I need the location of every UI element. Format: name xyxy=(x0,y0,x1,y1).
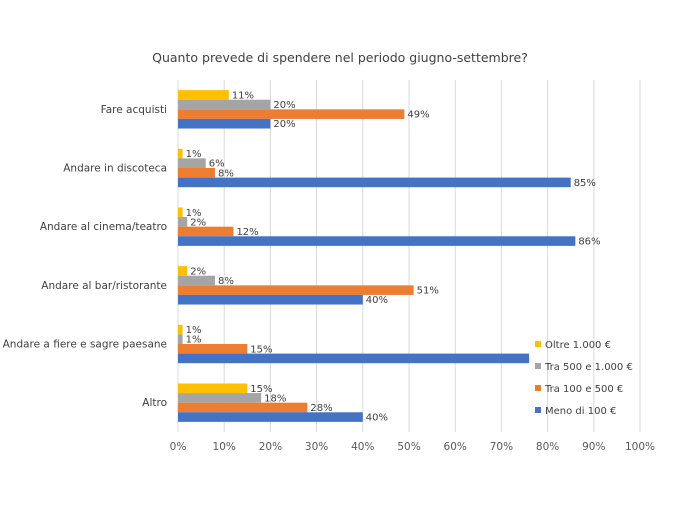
bar xyxy=(178,285,414,295)
data-label: 15% xyxy=(250,384,272,395)
bar xyxy=(178,158,206,168)
x-tick-label: 50% xyxy=(397,441,420,453)
data-label: 51% xyxy=(417,286,439,297)
legend-swatch xyxy=(535,407,541,413)
x-tick-label: 80% xyxy=(536,441,559,453)
bar xyxy=(178,353,530,364)
bar xyxy=(178,334,183,344)
category-labels: Fare acquisti Andare in discoteca Andare a… xyxy=(3,104,167,409)
x-axis-ticks: 0% 10% 20% 30% 40% 50% 60% 70% 80% 90% 100% xyxy=(170,441,655,453)
bar xyxy=(178,266,188,276)
category-label: Andare al cinema/teatro xyxy=(40,221,167,233)
data-label: 8% xyxy=(218,276,234,287)
x-tick-label: 0% xyxy=(170,441,187,453)
x-tick-label: 90% xyxy=(582,441,605,453)
bar xyxy=(178,177,571,188)
data-label: 6% xyxy=(209,159,225,170)
legend: Oltre 1.000 € Tra 500 e 1.000 € Tra 100 e … xyxy=(535,340,633,417)
bar xyxy=(178,90,229,100)
data-label: 49% xyxy=(407,110,429,121)
bar xyxy=(178,168,215,178)
bar xyxy=(178,118,271,129)
legend-label: Meno di 100 € xyxy=(545,406,616,417)
data-label: 20% xyxy=(273,100,295,111)
data-label: 20% xyxy=(273,119,295,130)
category-label: Andare in discoteca xyxy=(63,163,167,175)
bar xyxy=(178,207,183,218)
category-label: Andare a fiere e sagre paesane xyxy=(3,339,167,351)
x-tick-label: 70% xyxy=(490,441,513,453)
data-label: 86% xyxy=(578,237,600,248)
bar xyxy=(178,236,576,246)
bar xyxy=(178,402,308,413)
bar xyxy=(178,344,248,354)
bar xyxy=(178,275,215,286)
data-label: 1% xyxy=(186,149,202,160)
x-tick-label: 40% xyxy=(351,441,374,453)
legend-label: Tra 100 e 500 € xyxy=(544,384,623,395)
data-label: 2% xyxy=(190,266,206,277)
data-label: 85% xyxy=(574,178,596,189)
bar xyxy=(178,99,271,110)
legend-swatch xyxy=(535,363,541,369)
x-tick-label: 100% xyxy=(625,441,655,453)
bar xyxy=(178,217,188,227)
bar xyxy=(178,109,405,119)
legend-swatch xyxy=(535,385,541,391)
data-label: 15% xyxy=(250,344,272,355)
legend-label: Tra 500 e 1.000 € xyxy=(544,362,633,373)
legend-label: Oltre 1.000 € xyxy=(545,340,611,351)
data-label: 1% xyxy=(186,208,202,219)
bar xyxy=(178,383,248,394)
data-label: 12% xyxy=(236,227,258,238)
bars: 11%20%49%20%1%6%8%85%1%2%12%86%2%8%51%40… xyxy=(178,90,601,424)
category-label: Fare acquisti xyxy=(101,104,167,116)
data-label: 18% xyxy=(264,393,286,404)
bar xyxy=(178,324,183,335)
x-tick-label: 20% xyxy=(259,441,282,453)
gridlines xyxy=(177,80,641,432)
data-label: 1% xyxy=(186,325,202,336)
data-label: 2% xyxy=(190,217,206,228)
legend-swatch xyxy=(535,341,541,347)
chart-title: Quanto prevede di spendere nel periodo g… xyxy=(152,50,528,65)
x-tick-label: 60% xyxy=(444,441,467,453)
data-label: 11% xyxy=(232,90,254,101)
data-label: 28% xyxy=(310,403,332,414)
category-label: Andare al bar/ristorante xyxy=(41,280,167,292)
bar xyxy=(178,393,262,403)
x-tick-label: 30% xyxy=(305,441,328,453)
bar xyxy=(178,226,234,237)
bar xyxy=(178,412,363,422)
data-label: 8% xyxy=(218,168,234,179)
data-label: 40% xyxy=(366,295,388,306)
x-tick-label: 10% xyxy=(213,441,236,453)
data-label: 1% xyxy=(186,335,202,346)
category-label: Altro xyxy=(142,397,167,409)
data-label: 40% xyxy=(366,413,388,424)
bar xyxy=(178,294,363,305)
bar xyxy=(178,148,183,159)
